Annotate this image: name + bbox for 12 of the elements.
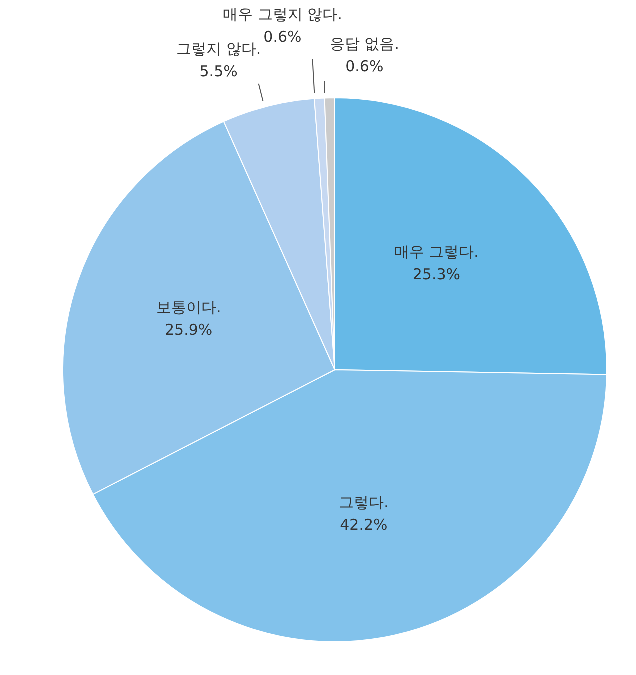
- data-label: 25.9%: [165, 320, 213, 339]
- data-label: 25.3%: [412, 266, 461, 284]
- data-label: 0.6%: [264, 28, 302, 46]
- data-label: 42.2%: [340, 516, 388, 534]
- slice-label: 응답 없음.: [330, 35, 400, 54]
- slice-label: 보통이다.: [156, 298, 222, 316]
- slice-label: 그렇지 않다.: [176, 40, 262, 58]
- data-label: 5.5%: [200, 62, 238, 80]
- slice-label: 매우 그렇지 않다.: [223, 5, 342, 24]
- slice-label: 그렇다.: [339, 494, 389, 512]
- data-label: 0.6%: [346, 58, 384, 76]
- slice-label: 매우 그렇다.: [394, 243, 479, 262]
